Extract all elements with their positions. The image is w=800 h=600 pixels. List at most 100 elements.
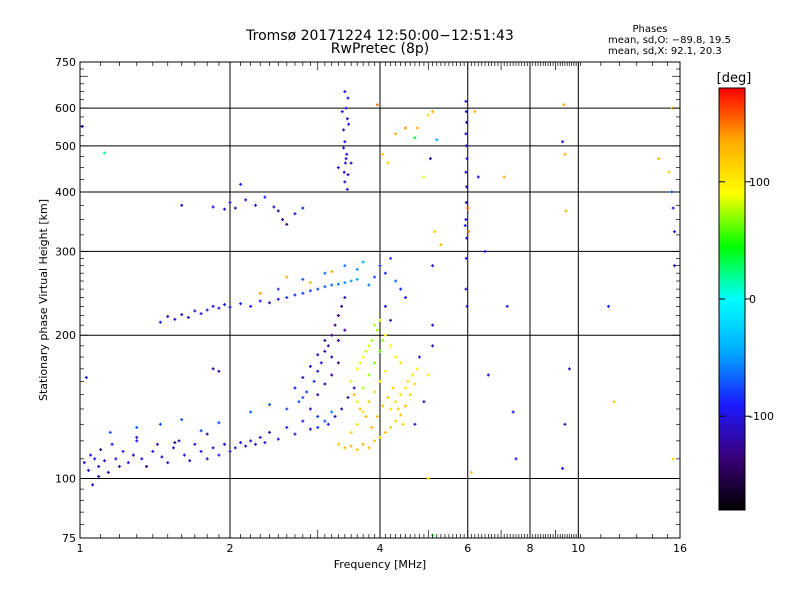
data-point	[330, 373, 334, 377]
data-point	[217, 306, 221, 310]
data-point	[403, 126, 407, 130]
data-point	[375, 103, 379, 107]
data-point	[426, 113, 430, 117]
data-point	[330, 333, 334, 337]
data-point	[511, 410, 515, 414]
data-point	[343, 446, 347, 450]
data-point	[349, 444, 353, 448]
data-point	[367, 400, 371, 404]
data-point	[205, 432, 209, 436]
data-point	[186, 315, 190, 319]
data-point	[401, 422, 405, 426]
x-tick-label: 8	[527, 542, 534, 555]
phase-summary-heading: Phases	[632, 24, 667, 35]
colorbar-ticks: 100 0 -100	[719, 176, 774, 423]
data-point	[223, 303, 227, 307]
data-point	[343, 140, 347, 144]
data-point	[352, 393, 356, 397]
x-axis-label: Frequency [MHz]	[334, 558, 426, 571]
data-point	[253, 203, 257, 207]
x-tick-labels: 1 2 4 6 8 10 16	[77, 542, 688, 555]
data-point	[378, 435, 382, 439]
data-point	[205, 308, 209, 312]
data-point	[361, 442, 365, 446]
data-point	[301, 419, 305, 423]
data-point	[333, 414, 337, 418]
data-point	[336, 338, 340, 342]
data-point	[370, 338, 374, 342]
data-point	[431, 344, 435, 348]
data-point	[502, 175, 506, 179]
data-point	[349, 379, 353, 383]
data-point	[389, 256, 393, 260]
data-point	[378, 318, 382, 322]
data-point	[346, 395, 350, 399]
data-point	[211, 367, 215, 371]
colorbar-tick-label: -100	[749, 410, 774, 423]
data-point	[464, 144, 468, 148]
data-point	[151, 449, 155, 453]
data-point	[367, 373, 371, 377]
data-point	[408, 393, 412, 397]
data-point	[464, 218, 468, 222]
data-point	[355, 448, 359, 452]
data-point	[345, 187, 349, 191]
data-point	[561, 466, 565, 470]
data-point	[249, 304, 253, 308]
data-point	[431, 264, 435, 268]
data-point	[131, 453, 135, 457]
data-point	[263, 195, 267, 199]
data-point	[199, 429, 203, 433]
data-point	[358, 361, 362, 365]
data-point	[86, 468, 90, 472]
data-point	[389, 425, 393, 429]
data-point	[336, 361, 340, 365]
data-point	[293, 293, 297, 297]
data-point	[193, 442, 197, 446]
data-point	[316, 414, 320, 418]
data-point	[403, 296, 407, 300]
data-point	[82, 461, 86, 465]
data-point	[333, 323, 337, 327]
grid-lines	[80, 62, 680, 538]
data-point	[228, 201, 232, 205]
data-point	[244, 198, 248, 202]
data-point	[394, 355, 398, 359]
data-point	[463, 224, 467, 228]
data-point	[158, 422, 162, 426]
data-point	[285, 407, 289, 411]
data-point	[383, 271, 387, 275]
data-point	[173, 441, 177, 445]
data-point	[378, 379, 382, 383]
data-point	[413, 422, 417, 426]
data-point	[285, 425, 289, 429]
data-point	[285, 296, 289, 300]
data-point	[330, 283, 334, 287]
data-point	[465, 157, 469, 161]
data-point	[465, 120, 469, 124]
data-point	[293, 432, 297, 436]
data-point	[233, 206, 237, 210]
data-point	[514, 457, 518, 461]
data-point	[336, 442, 340, 446]
data-point	[389, 344, 393, 348]
data-point	[272, 205, 276, 209]
data-point	[301, 291, 305, 295]
data-point	[180, 313, 184, 317]
data-point	[308, 364, 312, 368]
y-tick-label: 200	[55, 329, 76, 342]
data-point	[308, 427, 312, 431]
phase-summary-x-mode: mean, sd,X: 92.1, 20.3	[608, 46, 722, 57]
data-point	[343, 281, 347, 285]
data-point	[671, 457, 675, 461]
data-point	[373, 390, 377, 394]
data-point	[305, 390, 309, 394]
data-point	[253, 442, 257, 446]
data-point	[381, 404, 385, 408]
data-point	[346, 173, 350, 177]
data-point	[355, 367, 359, 371]
data-point	[383, 333, 387, 337]
data-point	[340, 110, 344, 114]
data-point	[155, 442, 159, 446]
data-point	[358, 407, 362, 411]
